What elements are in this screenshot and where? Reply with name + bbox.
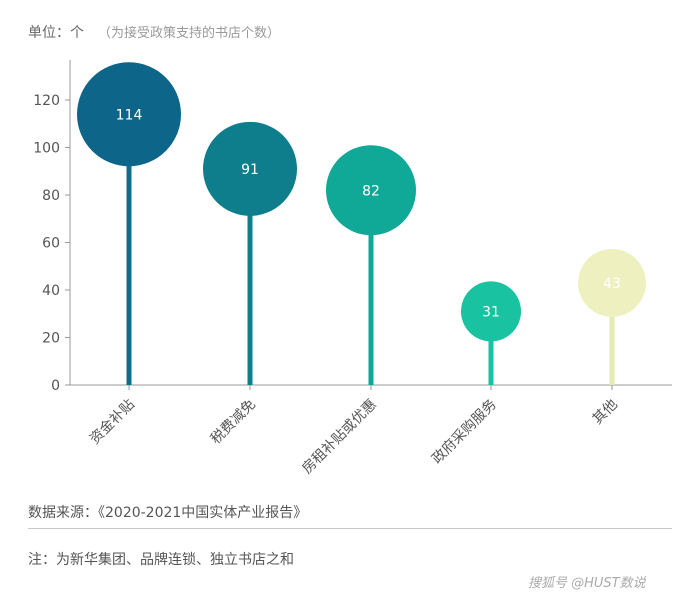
footnote: 注：为新华集团、品牌连锁、独立书店之和 (28, 552, 294, 568)
y-tick-label: 80 (42, 188, 60, 204)
y-tick-label: 40 (42, 283, 60, 299)
y-tick-label: 100 (33, 141, 60, 157)
bubble-房租补贴或优惠 (326, 145, 416, 236)
x-tick-label: 资金补贴 (87, 397, 138, 448)
bubble-政府采购服务 (461, 281, 521, 342)
x-tick-label: 房租补贴或优惠 (299, 397, 380, 478)
unit-label: 单位：个 (28, 25, 84, 41)
y-tick-label: 120 (33, 93, 60, 109)
x-tick-label: 政府采购服务 (429, 397, 500, 468)
y-tick-label: 20 (42, 331, 60, 347)
unit-note: （为接受政策支持的书店个数） (98, 26, 281, 41)
bubble-其他 (578, 248, 646, 317)
footer-divider (28, 528, 672, 529)
data-source: 数据来源：《2020-2021中国实体产业报告》 (28, 505, 308, 521)
watermark: 搜狐号 @HUST数说 (528, 576, 646, 591)
unit-line: 单位：个 （为接受政策支持的书店个数） (28, 22, 280, 42)
data-label: 43 (603, 276, 621, 292)
bubble-资金补贴 (77, 62, 181, 167)
lollipop-chart: 0 20 40 60 80 100 120 114 91 82 31 43 资金补贴 税费减免 房租补贴或优… (33, 60, 672, 478)
data-label: 82 (362, 183, 380, 199)
data-label: 31 (482, 304, 500, 320)
y-tick-label: 0 (51, 378, 60, 394)
data-label: 91 (241, 162, 259, 178)
data-label: 114 (116, 107, 143, 123)
x-tick-label: 其他 (590, 397, 621, 428)
y-tick-label: 60 (42, 236, 60, 252)
x-tick-label: 税费减免 (208, 397, 259, 448)
bubble-税费减免 (203, 121, 297, 216)
